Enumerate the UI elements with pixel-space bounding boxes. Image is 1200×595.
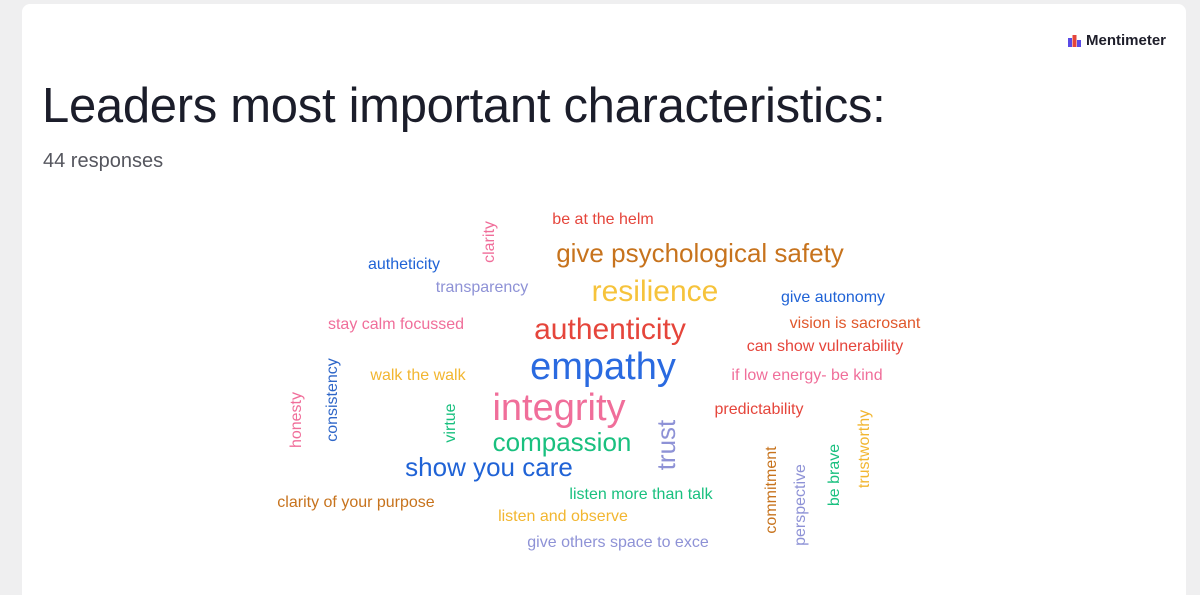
word: give others space to exce [527, 534, 709, 551]
word: honesty [288, 392, 305, 448]
word: can show vulnerability [747, 338, 904, 355]
word: trustworthy [856, 410, 873, 488]
word: clarity of your purpose [277, 494, 435, 511]
brand-icon [1068, 34, 1081, 47]
word: transparency [436, 279, 529, 296]
word: autheticity [368, 256, 440, 273]
word: integrity [492, 387, 625, 429]
word: be at the helm [552, 211, 653, 228]
word: empathy [530, 346, 676, 388]
response-count: 44 responses [43, 150, 164, 172]
word: show you care [405, 452, 573, 482]
word: if low energy- be kind [731, 367, 882, 384]
word: listen more than talk [569, 486, 713, 503]
word: give autonomy [781, 289, 885, 306]
word: commitment [763, 446, 780, 534]
brand-name: Mentimeter [1086, 32, 1167, 49]
word: consistency [324, 358, 341, 442]
word: be brave [826, 444, 843, 506]
brand: Mentimeter [1068, 32, 1166, 49]
word: resilience [592, 275, 719, 308]
word: listen and observe [498, 508, 628, 525]
word: authenticity [534, 313, 686, 346]
word: compassion [493, 427, 632, 457]
word: stay calm focussed [328, 316, 464, 333]
word: trust [651, 419, 681, 470]
word: walk the walk [369, 367, 466, 384]
word: predictability [715, 401, 804, 418]
word: virtue [442, 403, 459, 442]
word: perspective [792, 464, 809, 546]
word: vision is sacrosant [790, 315, 921, 332]
title: Leaders most important characteristics: [42, 79, 886, 133]
word: give psychological safety [556, 238, 844, 268]
word: clarity [481, 221, 498, 263]
slide-card: Mentimeter Leaders most important charac… [22, 4, 1186, 595]
